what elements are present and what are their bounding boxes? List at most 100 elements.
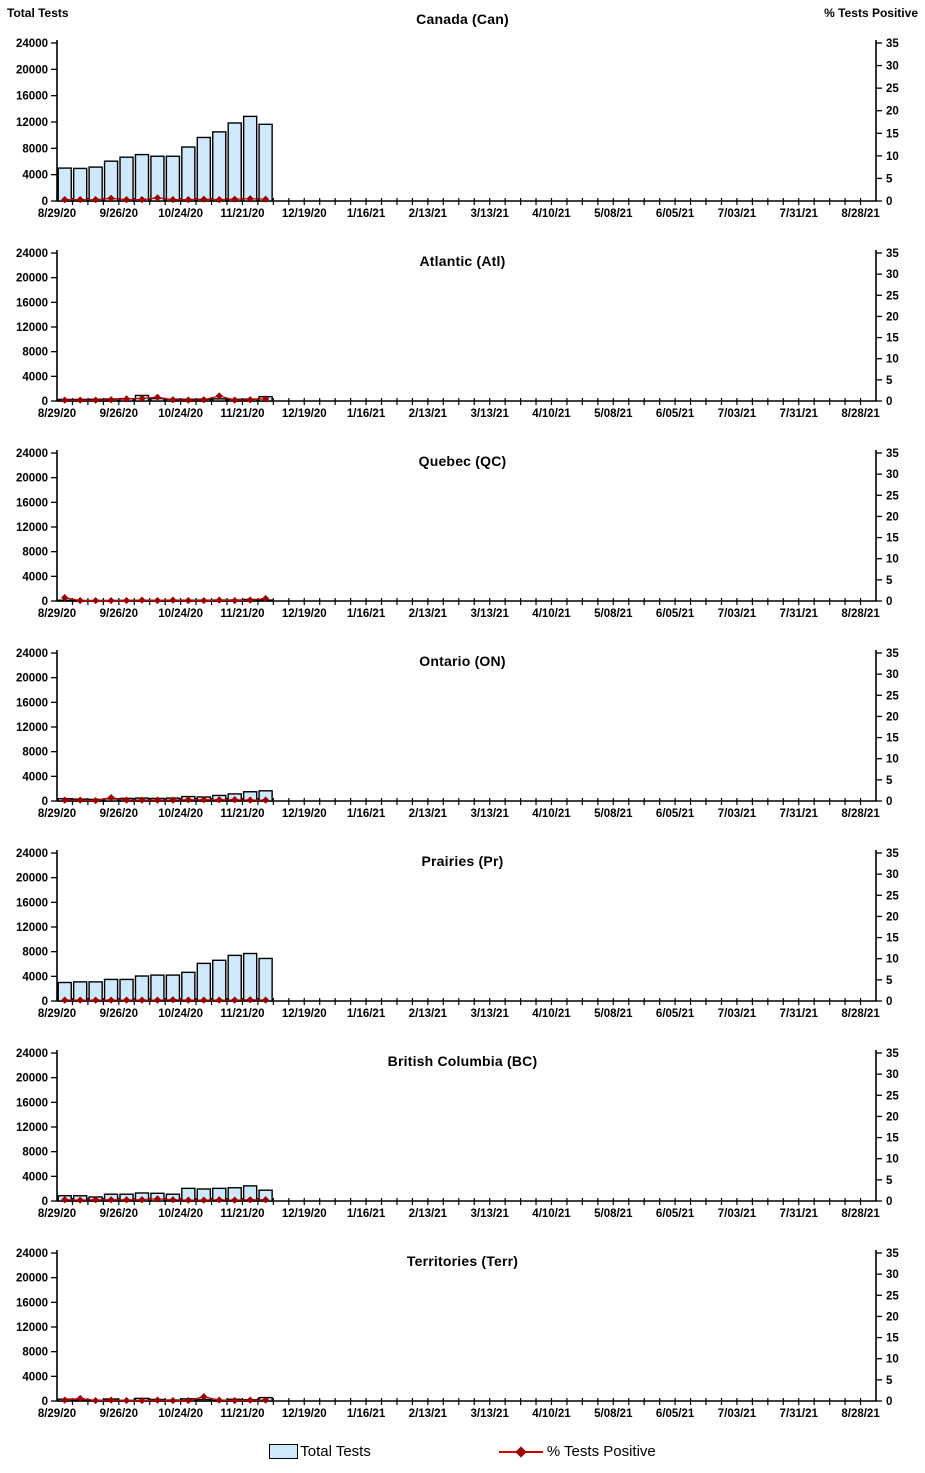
svg-text:4/10/21: 4/10/21: [532, 408, 571, 420]
chart-title-quebec: Quebec (QC): [418, 453, 507, 469]
svg-text:5: 5: [886, 173, 893, 185]
svg-text:20: 20: [886, 511, 899, 523]
svg-text:1/16/21: 1/16/21: [347, 1208, 386, 1220]
svg-text:8/28/21: 8/28/21: [841, 208, 880, 220]
chart-canvas-territories: 0 4000 8000 12000 16000 20000 24000 0 5 10 15 20 25 3…: [16, 1248, 899, 1420]
svg-text:0: 0: [886, 796, 892, 808]
axes: [56, 450, 877, 602]
total-tests-bars: [57, 115, 273, 202]
svg-text:9/26/20: 9/26/20: [100, 1408, 138, 1420]
svg-text:8/29/20: 8/29/20: [38, 1408, 76, 1420]
svg-text:3/13/21: 3/13/21: [470, 408, 509, 420]
legend: Total Tests % Tests Positive: [0, 1430, 925, 1473]
chart-canvas-british-columbia: 0 4000 8000 12000 16000 20000 24000 0 5 10 15 20 25 3…: [16, 1048, 899, 1220]
pct-positive-line: [61, 794, 270, 805]
svg-text:8/29/20: 8/29/20: [38, 808, 76, 820]
svg-text:8/28/21: 8/28/21: [841, 1008, 880, 1020]
svg-text:4/10/21: 4/10/21: [532, 1408, 571, 1420]
svg-text:16000: 16000: [16, 91, 48, 103]
svg-text:4/10/21: 4/10/21: [532, 608, 571, 620]
svg-text:9/26/20: 9/26/20: [100, 408, 138, 420]
svg-text:30: 30: [886, 1069, 899, 1081]
svg-text:12/19/20: 12/19/20: [282, 608, 327, 620]
svg-text:8/28/21: 8/28/21: [841, 1208, 880, 1220]
svg-text:0: 0: [42, 396, 48, 408]
svg-text:10/24/20: 10/24/20: [158, 1208, 203, 1220]
svg-text:7/31/21: 7/31/21: [780, 1408, 819, 1420]
svg-text:7/31/21: 7/31/21: [780, 208, 819, 220]
svg-text:25: 25: [886, 490, 899, 502]
svg-text:9/26/20: 9/26/20: [100, 808, 138, 820]
svg-text:12/19/20: 12/19/20: [282, 408, 327, 420]
svg-text:10: 10: [886, 151, 899, 163]
svg-text:24000: 24000: [16, 1248, 48, 1260]
svg-text:1/16/21: 1/16/21: [347, 208, 386, 220]
svg-text:4/10/21: 4/10/21: [532, 1008, 571, 1020]
svg-text:16000: 16000: [16, 297, 48, 309]
svg-text:1/16/21: 1/16/21: [347, 408, 386, 420]
svg-text:0: 0: [886, 996, 892, 1008]
chart-title-ontario: Ontario (ON): [419, 653, 506, 669]
svg-text:7/03/21: 7/03/21: [718, 1208, 757, 1220]
svg-text:11/21/20: 11/21/20: [220, 1408, 264, 1420]
svg-text:12/19/20: 12/19/20: [282, 1008, 327, 1020]
svg-text:20: 20: [886, 711, 899, 723]
svg-text:8/29/20: 8/29/20: [38, 608, 76, 620]
svg-text:6/05/21: 6/05/21: [656, 408, 695, 420]
svg-text:0: 0: [42, 1396, 48, 1408]
svg-text:2/13/21: 2/13/21: [409, 208, 448, 220]
pct-positive-line: [61, 594, 270, 605]
total-tests-bars: [57, 952, 273, 1002]
svg-text:8/29/20: 8/29/20: [38, 1208, 76, 1220]
svg-text:3/13/21: 3/13/21: [470, 1208, 509, 1220]
svg-text:5: 5: [886, 1375, 893, 1387]
svg-text:4/10/21: 4/10/21: [532, 1208, 571, 1220]
svg-text:15: 15: [886, 1133, 899, 1145]
svg-text:8/28/21: 8/28/21: [841, 1408, 880, 1420]
svg-text:4000: 4000: [22, 371, 48, 383]
svg-text:10/24/20: 10/24/20: [158, 808, 203, 820]
svg-text:1/16/21: 1/16/21: [347, 608, 386, 620]
svg-text:12/19/20: 12/19/20: [282, 1208, 327, 1220]
svg-text:5/08/21: 5/08/21: [594, 408, 633, 420]
svg-text:20: 20: [886, 311, 899, 323]
svg-text:30: 30: [886, 869, 899, 881]
svg-text:7/31/21: 7/31/21: [780, 808, 819, 820]
svg-text:35: 35: [886, 848, 899, 860]
svg-text:7/03/21: 7/03/21: [718, 1008, 757, 1020]
svg-text:12000: 12000: [16, 1322, 48, 1334]
pct-positive-line-diamond-icon: [498, 1445, 543, 1458]
svg-text:8000: 8000: [22, 947, 48, 959]
svg-text:2/13/21: 2/13/21: [409, 808, 448, 820]
svg-text:5: 5: [886, 975, 893, 987]
svg-text:5: 5: [886, 775, 893, 787]
svg-text:5/08/21: 5/08/21: [594, 208, 633, 220]
svg-text:20000: 20000: [16, 873, 48, 885]
svg-text:4/10/21: 4/10/21: [532, 808, 571, 820]
svg-text:3/13/21: 3/13/21: [470, 1008, 509, 1020]
svg-text:10: 10: [886, 954, 899, 966]
svg-text:9/26/20: 9/26/20: [100, 608, 138, 620]
svg-text:12000: 12000: [16, 722, 48, 734]
axes: [56, 1250, 877, 1402]
svg-text:12000: 12000: [16, 322, 48, 334]
svg-text:8000: 8000: [22, 1147, 48, 1159]
svg-text:20000: 20000: [16, 273, 48, 285]
svg-text:12/19/20: 12/19/20: [282, 808, 327, 820]
svg-text:11/21/20: 11/21/20: [220, 408, 264, 420]
svg-text:4000: 4000: [22, 170, 48, 182]
svg-text:20: 20: [886, 106, 899, 118]
svg-text:5/08/21: 5/08/21: [594, 608, 633, 620]
svg-text:0: 0: [886, 596, 892, 608]
svg-text:15: 15: [886, 533, 899, 545]
svg-text:5: 5: [886, 575, 893, 587]
svg-text:7/31/21: 7/31/21: [780, 1008, 819, 1020]
svg-text:9/26/20: 9/26/20: [100, 208, 138, 220]
chart-canvas-canada: 0 4000 8000 12000 16000 20000 24000 0 5 10 15 20 25 3…: [16, 38, 899, 220]
pct-positive-line: [61, 194, 270, 204]
svg-text:2/13/21: 2/13/21: [409, 1008, 448, 1020]
svg-text:8000: 8000: [22, 747, 48, 759]
svg-text:25: 25: [886, 83, 899, 95]
svg-text:10/24/20: 10/24/20: [158, 608, 203, 620]
svg-text:7/31/21: 7/31/21: [780, 608, 819, 620]
